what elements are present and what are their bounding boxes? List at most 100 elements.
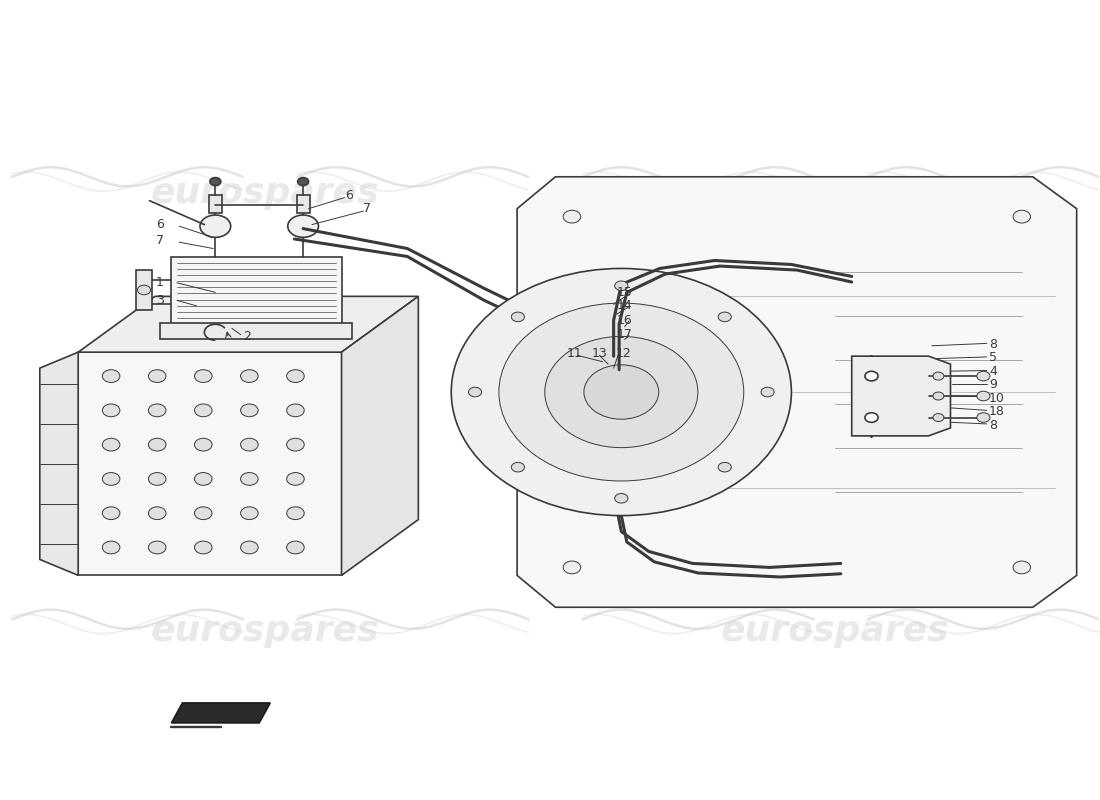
Bar xyxy=(619,324,644,334)
Circle shape xyxy=(287,541,305,554)
Text: 9: 9 xyxy=(989,378,997,391)
Circle shape xyxy=(596,314,625,334)
Polygon shape xyxy=(517,177,1077,607)
Circle shape xyxy=(451,269,791,515)
Text: 17: 17 xyxy=(616,328,632,341)
Text: eurospares: eurospares xyxy=(151,176,380,210)
Polygon shape xyxy=(341,296,418,575)
Text: 8: 8 xyxy=(989,338,997,350)
Circle shape xyxy=(195,404,212,417)
Circle shape xyxy=(977,391,990,401)
Bar xyxy=(297,195,310,213)
Circle shape xyxy=(606,280,615,286)
Circle shape xyxy=(195,438,212,451)
Text: eurospares: eurospares xyxy=(720,614,949,648)
Bar xyxy=(136,270,152,310)
Text: 6: 6 xyxy=(344,189,353,202)
Bar xyxy=(161,322,352,338)
Circle shape xyxy=(287,507,305,519)
Circle shape xyxy=(241,404,258,417)
Text: 5: 5 xyxy=(989,351,997,364)
Text: 4: 4 xyxy=(989,365,997,378)
Circle shape xyxy=(977,413,990,422)
Text: 12: 12 xyxy=(616,347,631,360)
Circle shape xyxy=(102,507,120,519)
Text: 3: 3 xyxy=(156,294,164,307)
Circle shape xyxy=(933,414,944,422)
Circle shape xyxy=(148,473,166,486)
Circle shape xyxy=(544,337,697,448)
Text: 6: 6 xyxy=(156,218,164,231)
Circle shape xyxy=(469,387,482,397)
Circle shape xyxy=(933,372,944,380)
Circle shape xyxy=(195,370,212,382)
Text: eurospares: eurospares xyxy=(720,176,949,210)
Text: 14: 14 xyxy=(616,299,632,313)
Circle shape xyxy=(102,541,120,554)
Circle shape xyxy=(195,507,212,519)
Text: 11: 11 xyxy=(566,347,582,360)
Circle shape xyxy=(563,561,581,574)
Circle shape xyxy=(512,462,525,472)
Circle shape xyxy=(195,473,212,486)
Text: 18: 18 xyxy=(989,406,1004,418)
Circle shape xyxy=(615,281,628,290)
Circle shape xyxy=(718,462,732,472)
Circle shape xyxy=(241,370,258,382)
Circle shape xyxy=(615,494,628,503)
Circle shape xyxy=(102,438,120,451)
Text: 1: 1 xyxy=(156,276,164,290)
Circle shape xyxy=(563,210,581,223)
Circle shape xyxy=(288,215,319,238)
Text: 16: 16 xyxy=(616,314,632,326)
Circle shape xyxy=(210,178,221,186)
Circle shape xyxy=(718,312,732,322)
Circle shape xyxy=(287,404,305,417)
Circle shape xyxy=(499,303,744,481)
Bar xyxy=(604,294,617,312)
Circle shape xyxy=(298,178,309,186)
Circle shape xyxy=(241,507,258,519)
Polygon shape xyxy=(851,356,950,436)
Text: 15: 15 xyxy=(616,286,632,299)
Text: 10: 10 xyxy=(989,392,1004,405)
Text: 7: 7 xyxy=(156,234,164,247)
Polygon shape xyxy=(78,296,418,352)
Bar xyxy=(172,257,341,324)
Circle shape xyxy=(102,370,120,382)
Circle shape xyxy=(148,507,166,519)
Circle shape xyxy=(102,404,120,417)
Text: 8: 8 xyxy=(989,419,997,432)
Polygon shape xyxy=(40,352,78,575)
Circle shape xyxy=(512,312,525,322)
Circle shape xyxy=(933,392,944,400)
Text: 2: 2 xyxy=(243,330,251,342)
Circle shape xyxy=(761,387,774,397)
Circle shape xyxy=(287,438,305,451)
Circle shape xyxy=(584,365,659,419)
Circle shape xyxy=(241,438,258,451)
Circle shape xyxy=(1013,210,1031,223)
Polygon shape xyxy=(172,703,271,723)
Text: 7: 7 xyxy=(363,202,372,215)
Bar xyxy=(209,195,222,213)
Circle shape xyxy=(241,541,258,554)
Text: eurospares: eurospares xyxy=(151,614,380,648)
Circle shape xyxy=(287,473,305,486)
Text: 13: 13 xyxy=(592,347,607,360)
Circle shape xyxy=(148,541,166,554)
Circle shape xyxy=(865,413,878,422)
Circle shape xyxy=(200,215,231,238)
Circle shape xyxy=(148,438,166,451)
Circle shape xyxy=(1013,561,1031,574)
Circle shape xyxy=(148,404,166,417)
Circle shape xyxy=(241,473,258,486)
Circle shape xyxy=(977,371,990,381)
Circle shape xyxy=(195,541,212,554)
Circle shape xyxy=(865,371,878,381)
Circle shape xyxy=(287,370,305,382)
Circle shape xyxy=(138,286,151,294)
Polygon shape xyxy=(78,352,341,575)
Circle shape xyxy=(148,370,166,382)
Circle shape xyxy=(102,473,120,486)
